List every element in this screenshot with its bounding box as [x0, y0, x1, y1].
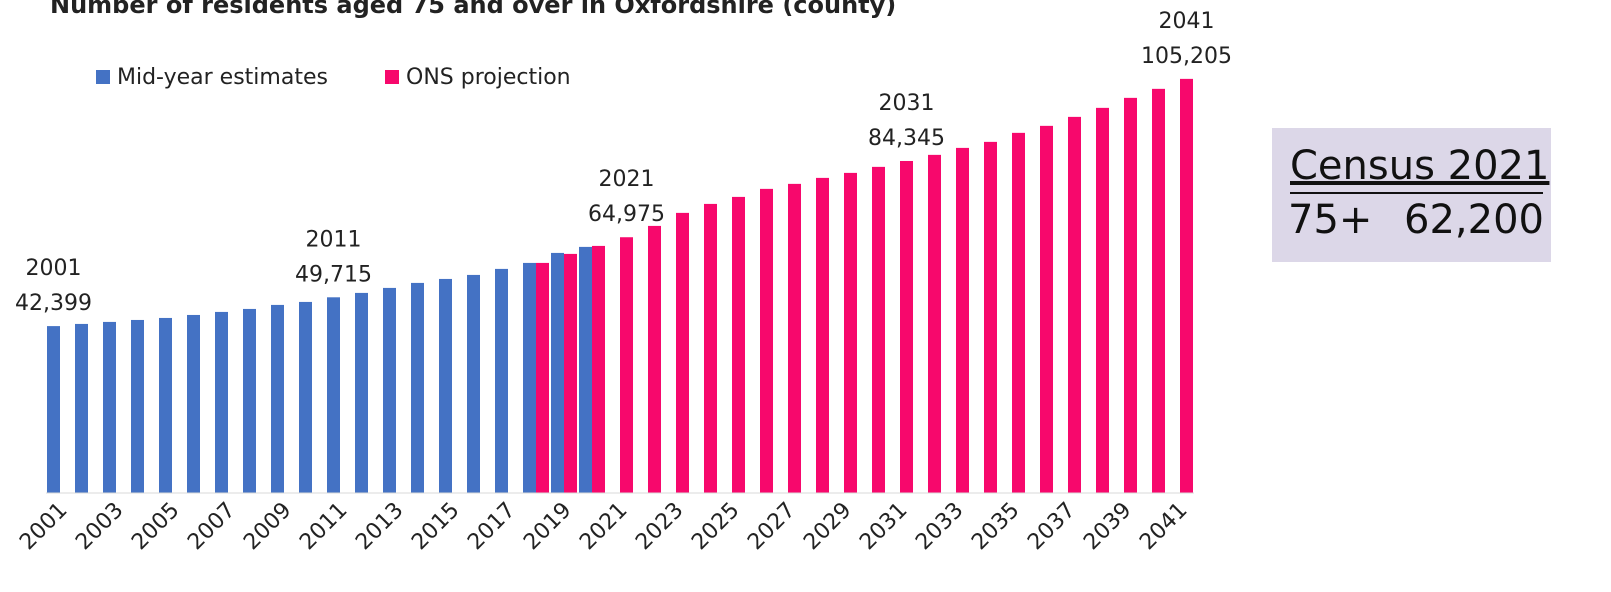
bar — [536, 262, 549, 493]
bar — [103, 321, 116, 493]
year-label: 2031 — [879, 91, 935, 116]
x-tick-label: 2003 — [71, 498, 128, 555]
bar — [900, 160, 913, 493]
x-tick-label: 2037 — [1023, 498, 1080, 555]
bar — [271, 304, 284, 493]
bar — [75, 323, 88, 493]
value-label: 84,345 — [868, 126, 945, 151]
chart-title: Number of residents aged 75 and over in … — [50, 0, 896, 19]
bar — [551, 252, 564, 493]
value-label: 105,205 — [1141, 44, 1232, 69]
legend-label: Mid-year estimates — [117, 65, 328, 90]
bar — [411, 282, 424, 493]
bar — [523, 262, 536, 493]
bar — [1040, 125, 1053, 494]
bar — [648, 225, 661, 493]
bar — [495, 268, 508, 493]
bar — [872, 166, 885, 494]
bar — [579, 246, 592, 493]
bar — [1096, 107, 1109, 493]
year-label: 2001 — [26, 256, 82, 281]
census-box — [1272, 128, 1551, 262]
x-tick-label: 2009 — [239, 498, 296, 555]
bar — [47, 326, 60, 493]
bar — [956, 147, 969, 494]
bar — [327, 297, 340, 493]
x-tick-label: 2033 — [911, 498, 968, 555]
bar — [131, 319, 144, 493]
bar — [620, 237, 633, 493]
x-tick-label: 2013 — [351, 498, 408, 555]
value-label: 42,399 — [15, 291, 92, 316]
bar — [984, 141, 997, 494]
legend-swatch — [385, 70, 399, 84]
year-label: 2021 — [599, 167, 655, 192]
x-tick-label: 2019 — [519, 498, 576, 555]
bar — [467, 274, 480, 493]
census-value: 62,200 — [1404, 197, 1544, 243]
x-tick-label: 2017 — [463, 498, 520, 555]
x-tick-label: 2039 — [1079, 498, 1136, 555]
bar — [159, 317, 172, 493]
bar — [1012, 132, 1025, 493]
bar — [564, 253, 577, 493]
bar — [1152, 88, 1165, 493]
bar — [215, 311, 228, 493]
x-tick-label: 2021 — [575, 498, 632, 555]
bar — [299, 301, 312, 493]
bar — [816, 177, 829, 493]
x-tick-label: 2023 — [631, 498, 688, 555]
census-label: 75+ — [1288, 197, 1372, 243]
x-tick-label: 2007 — [183, 498, 240, 555]
bar — [383, 287, 396, 493]
legend-swatch — [96, 70, 110, 84]
bar — [439, 278, 452, 493]
x-tick-label: 2031 — [855, 498, 912, 555]
bar — [1068, 116, 1081, 493]
bar — [355, 292, 368, 493]
value-label: 64,975 — [588, 202, 665, 227]
legend-label: ONS projection — [406, 65, 571, 90]
bar — [1180, 78, 1193, 493]
bar — [187, 314, 200, 493]
census-title: Census 2021 — [1290, 143, 1549, 189]
x-tick-label: 2027 — [743, 498, 800, 555]
x-tick-label: 2011 — [295, 498, 352, 555]
x-tick-label: 2035 — [967, 498, 1024, 555]
bar — [592, 245, 605, 493]
x-tick-label: 2015 — [407, 498, 464, 555]
value-label: 49,715 — [295, 262, 372, 287]
year-label: 2011 — [306, 227, 362, 252]
bar — [676, 212, 689, 493]
x-tick-label: 2025 — [687, 498, 744, 555]
bar — [844, 172, 857, 494]
x-tick-label: 2041 — [1135, 498, 1192, 555]
bar — [732, 196, 745, 493]
year-label: 2041 — [1159, 9, 1215, 34]
x-tick-label: 2005 — [127, 498, 184, 555]
bar — [928, 154, 941, 493]
bar — [1124, 97, 1137, 493]
x-tick-label: 2001 — [15, 498, 72, 555]
bar — [243, 308, 256, 493]
bar — [760, 188, 773, 494]
bar — [704, 203, 717, 493]
x-tick-label: 2029 — [799, 498, 856, 555]
bar — [788, 183, 801, 493]
